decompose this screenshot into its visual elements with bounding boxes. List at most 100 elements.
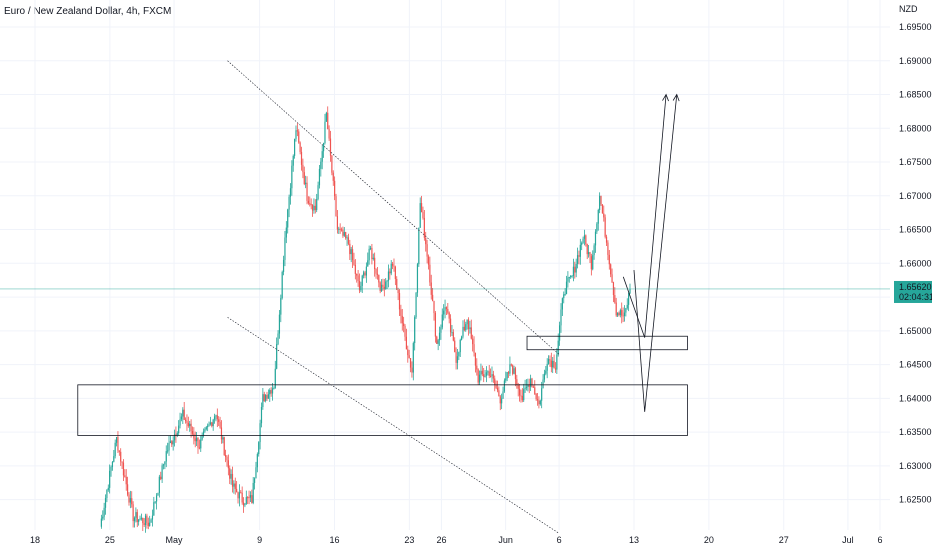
- candle-body: [353, 260, 355, 265]
- candle-body: [603, 213, 605, 218]
- candle-body: [405, 336, 408, 350]
- candle-body: [496, 387, 499, 391]
- candle-body: [307, 200, 310, 204]
- candle-body: [448, 312, 450, 319]
- candle-body: [184, 419, 187, 422]
- candle-body: [209, 422, 212, 425]
- x-tick-label: 23: [404, 535, 414, 545]
- candle-body: [255, 467, 257, 479]
- candle-body: [404, 326, 406, 337]
- candle-body: [441, 314, 443, 328]
- candle-body: [531, 378, 533, 387]
- candle-body: [600, 195, 602, 205]
- candle-body: [385, 281, 387, 290]
- candle-body: [389, 271, 391, 274]
- candle-body: [339, 228, 341, 230]
- candle-body: [622, 315, 624, 317]
- candle-body: [187, 422, 189, 427]
- candle-body: [422, 212, 424, 218]
- candle-body: [143, 523, 145, 526]
- candle-body: [205, 427, 207, 430]
- currency-label: NZD: [899, 4, 918, 14]
- candle-body: [127, 484, 129, 495]
- candle-body: [334, 180, 336, 197]
- candle-body: [115, 436, 118, 443]
- candle-body: [204, 429, 206, 432]
- candle-body: [581, 242, 583, 245]
- candle-body: [509, 364, 511, 374]
- candle-body: [525, 386, 528, 388]
- candle-body: [476, 365, 478, 370]
- candle-body: [401, 315, 403, 324]
- candle-body: [427, 256, 430, 265]
- candle-body: [303, 172, 305, 185]
- candle-body: [103, 507, 105, 517]
- candle-body: [363, 272, 365, 276]
- candle-body: [589, 252, 591, 257]
- candle-body: [269, 390, 271, 395]
- candle-body: [236, 488, 238, 493]
- candle-body: [612, 282, 615, 296]
- candle-body: [559, 325, 561, 341]
- candle-body: [567, 277, 569, 282]
- candle-body: [434, 313, 436, 337]
- candle-body: [161, 465, 163, 480]
- candle-body: [274, 368, 276, 389]
- candle-body: [629, 288, 631, 294]
- candle-body: [408, 355, 410, 359]
- candle-body: [597, 210, 599, 224]
- candle-body: [193, 433, 195, 439]
- candle-body: [139, 518, 141, 520]
- candle-body: [131, 498, 133, 505]
- candle-body: [190, 423, 192, 432]
- candle-body: [241, 492, 243, 503]
- candle-body: [253, 478, 256, 483]
- candle-body: [459, 339, 461, 353]
- y-tick-label: 1.68000: [899, 123, 932, 133]
- candle-body: [189, 423, 191, 427]
- candle-body: [317, 185, 319, 199]
- candle-body: [547, 359, 550, 364]
- candle-body: [516, 379, 518, 385]
- candle-body: [579, 244, 581, 257]
- candle-body: [318, 168, 321, 186]
- candle-body: [398, 293, 401, 310]
- candle-body: [263, 394, 265, 401]
- candle-body: [466, 319, 468, 325]
- candle-body: [118, 450, 120, 452]
- candle-body: [461, 336, 463, 340]
- y-tick-label: 1.67500: [899, 157, 932, 167]
- candle-body: [469, 327, 471, 330]
- candle-body: [563, 294, 565, 299]
- current-price-value: 1.65620: [899, 282, 932, 292]
- candle-body: [452, 332, 454, 341]
- candle-body: [277, 333, 279, 345]
- candle-body: [517, 384, 519, 389]
- candle-body: [465, 324, 467, 331]
- candle-body: [596, 223, 598, 232]
- candle-body: [607, 242, 609, 255]
- candle-body: [375, 269, 377, 274]
- candle-body: [491, 374, 493, 377]
- x-tick-label: 25: [105, 535, 115, 545]
- candle-body: [242, 502, 245, 506]
- candle-body: [594, 231, 597, 246]
- candle-body: [180, 416, 183, 420]
- candle-body: [420, 203, 423, 213]
- candle-body: [320, 161, 322, 169]
- candle-body: [361, 275, 363, 286]
- candle-body: [564, 294, 566, 296]
- y-tick-label: 1.69000: [899, 56, 932, 66]
- candle-body: [411, 367, 413, 373]
- candle-body: [186, 421, 188, 423]
- candle-body: [524, 387, 526, 390]
- candle-body: [259, 423, 261, 443]
- candle-body: [278, 314, 281, 334]
- candle-body: [397, 289, 399, 294]
- candle-body: [244, 503, 246, 506]
- candle-body: [251, 495, 253, 503]
- candle-body: [618, 312, 620, 316]
- candle-body: [336, 216, 338, 230]
